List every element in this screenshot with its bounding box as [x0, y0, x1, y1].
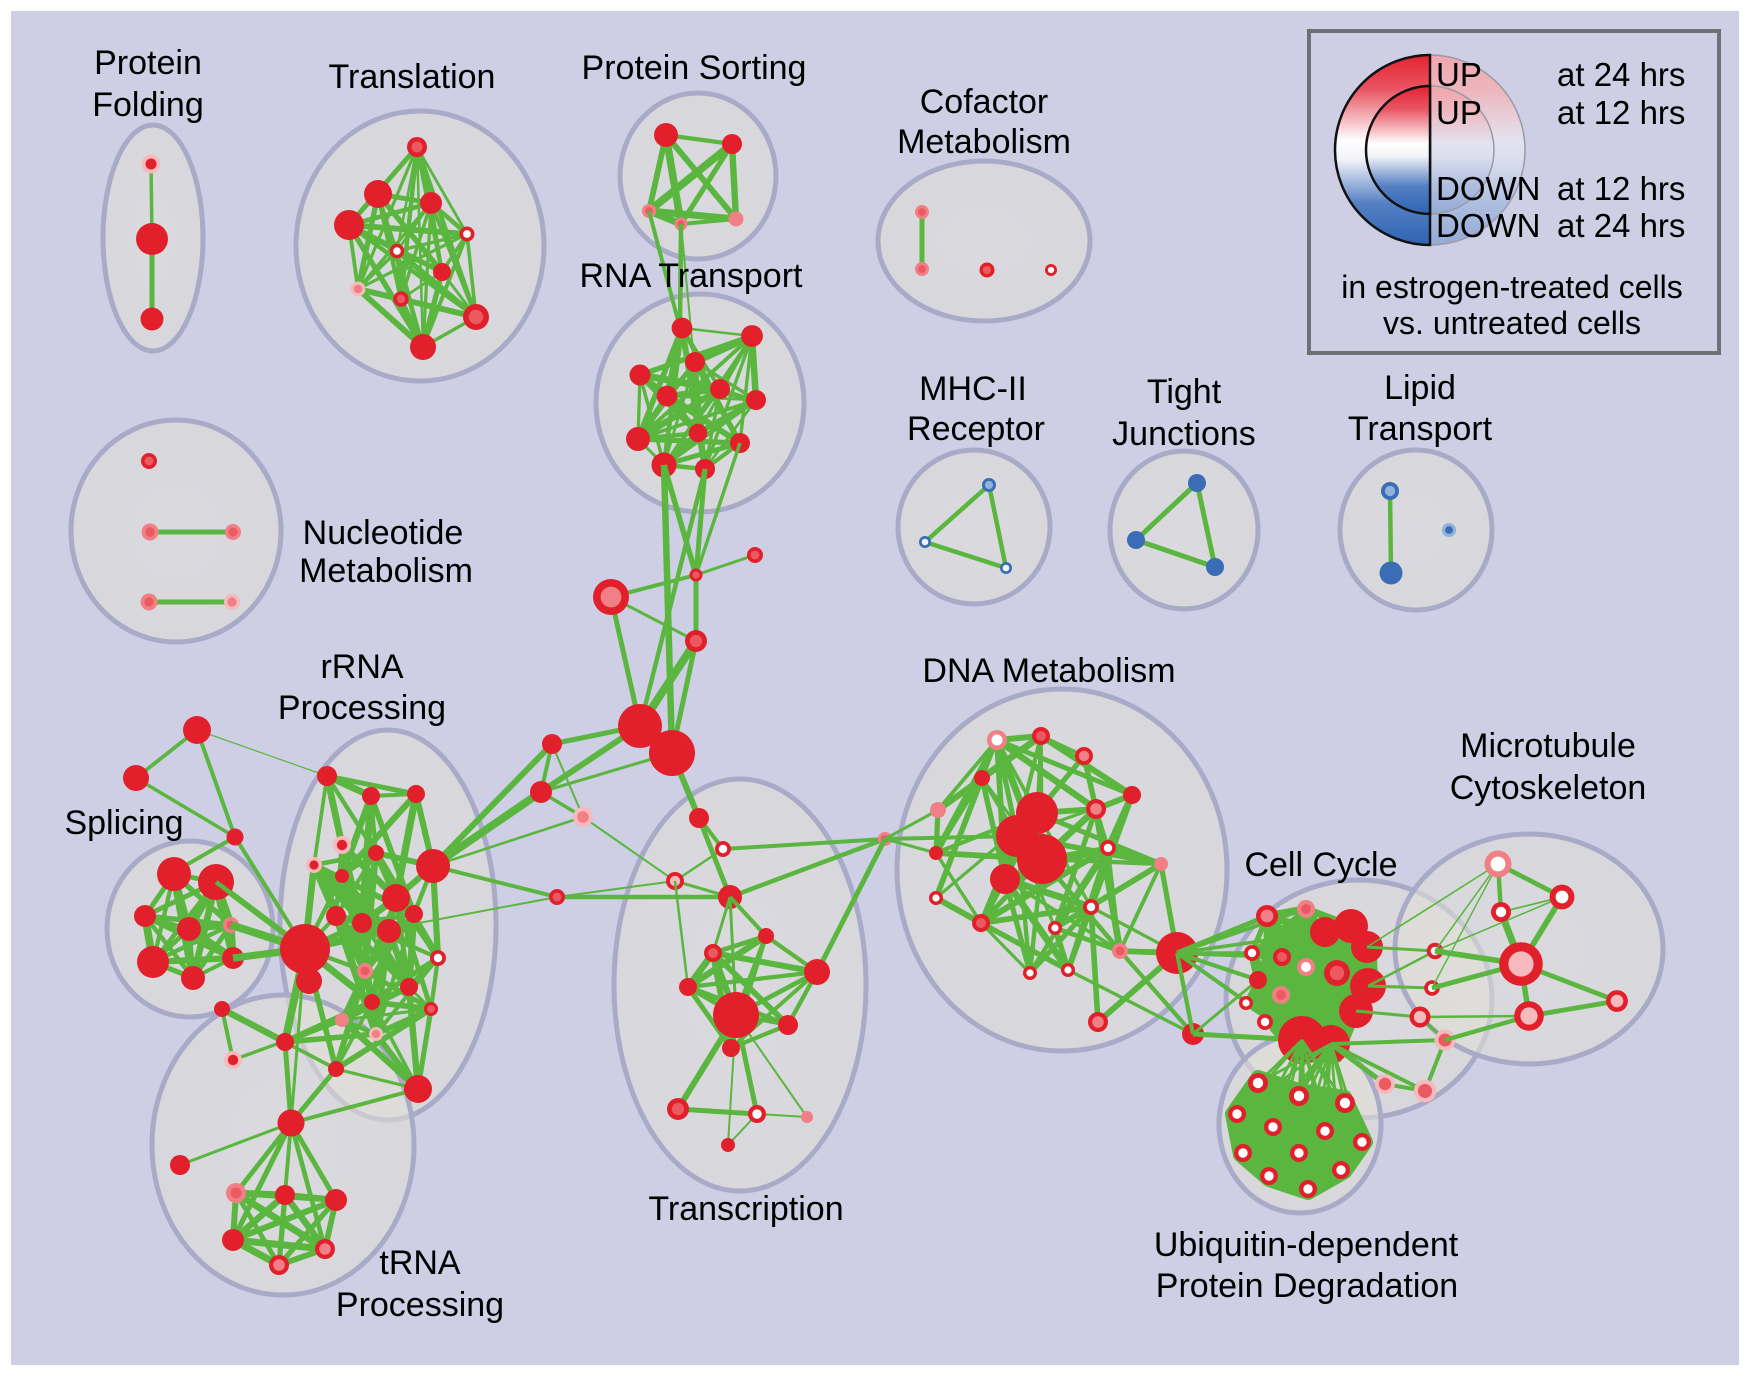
- svg-text:DOWN: DOWN: [1436, 170, 1540, 207]
- svg-text:Splicing: Splicing: [64, 804, 183, 842]
- svg-text:in estrogen-treated cells: in estrogen-treated cells: [1341, 269, 1683, 305]
- svg-text:Cytoskeleton: Cytoskeleton: [1450, 769, 1647, 807]
- svg-text:Cell Cycle: Cell Cycle: [1244, 846, 1397, 884]
- svg-text:Transport: Transport: [1348, 410, 1493, 448]
- svg-text:rRNA: rRNA: [320, 648, 403, 686]
- svg-text:Tight: Tight: [1147, 373, 1222, 411]
- svg-text:UP: UP: [1436, 56, 1482, 93]
- svg-text:DNA Metabolism: DNA Metabolism: [922, 652, 1175, 690]
- svg-text:Folding: Folding: [92, 86, 204, 124]
- svg-text:Translation: Translation: [329, 58, 496, 96]
- svg-text:Junctions: Junctions: [1112, 415, 1256, 453]
- svg-text:Metabolism: Metabolism: [897, 123, 1071, 161]
- svg-text:DOWN: DOWN: [1436, 207, 1540, 244]
- svg-text:UP: UP: [1436, 94, 1482, 131]
- svg-text:Lipid: Lipid: [1384, 369, 1456, 407]
- svg-text:MHC-II: MHC-II: [919, 370, 1027, 408]
- svg-text:Processing: Processing: [278, 689, 446, 727]
- svg-text:at 24 hrs: at 24 hrs: [1557, 56, 1685, 93]
- svg-text:Microtubule: Microtubule: [1460, 727, 1636, 765]
- svg-text:at 12 hrs: at 12 hrs: [1557, 170, 1685, 207]
- svg-text:at 24 hrs: at 24 hrs: [1557, 207, 1685, 244]
- svg-text:Cofactor: Cofactor: [920, 83, 1049, 121]
- svg-text:Protein Sorting: Protein Sorting: [582, 49, 807, 87]
- svg-text:Metabolism: Metabolism: [299, 552, 473, 590]
- svg-text:vs. untreated cells: vs. untreated cells: [1383, 305, 1641, 341]
- svg-text:Processing: Processing: [336, 1286, 504, 1324]
- svg-text:Nucleotide: Nucleotide: [303, 514, 464, 552]
- svg-text:Ubiquitin-dependent: Ubiquitin-dependent: [1154, 1226, 1459, 1264]
- svg-text:Receptor: Receptor: [907, 410, 1045, 448]
- svg-text:tRNA: tRNA: [379, 1244, 461, 1282]
- svg-text:Transcription: Transcription: [648, 1190, 843, 1228]
- svg-text:Protein: Protein: [94, 44, 202, 82]
- svg-text:RNA Transport: RNA Transport: [580, 257, 804, 295]
- svg-text:Protein Degradation: Protein Degradation: [1156, 1267, 1458, 1305]
- svg-text:at 12 hrs: at 12 hrs: [1557, 94, 1685, 131]
